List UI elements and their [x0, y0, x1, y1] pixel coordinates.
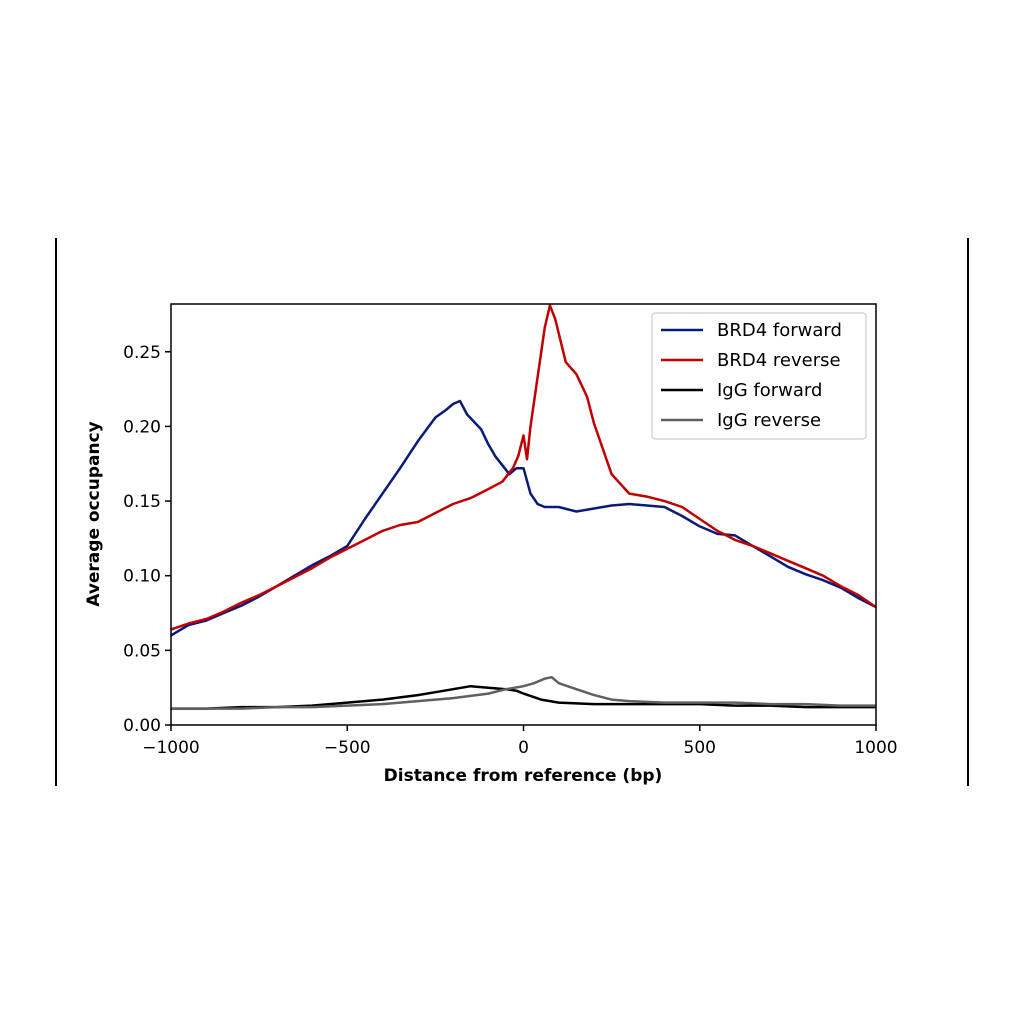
series-line-igg-reverse: [171, 675, 876, 710]
x-axis-title: Distance from reference (bp): [384, 766, 663, 786]
plot-frame: [170, 303, 877, 726]
series-layer: [171, 304, 876, 710]
legend-label-igg-forward: IgG forward: [717, 380, 822, 401]
y-tick-label: 0.15: [123, 492, 161, 512]
x-tick-label: −1000: [142, 738, 200, 758]
y-tick-label: 0.00: [123, 716, 161, 736]
y-tick-label: 0.20: [123, 417, 161, 437]
legend: BRD4 forward BRD4 reverse IgG forward Ig…: [651, 312, 867, 440]
x-tick-label: 500: [684, 738, 716, 758]
series-line-brd4-forward: [171, 399, 876, 637]
legend-label-igg-reverse: IgG reverse: [717, 410, 821, 431]
y-axis-title: Average occupancy: [84, 421, 104, 606]
legend-label-brd4-forward: BRD4 forward: [717, 320, 842, 341]
legend-label-brd4-reverse: BRD4 reverse: [717, 350, 841, 371]
series-line-brd4-reverse: [171, 304, 876, 631]
y-tick-label: 0.10: [123, 567, 161, 587]
x-tick-label: 1000: [854, 738, 897, 758]
y-tick-label: 0.25: [123, 343, 161, 363]
x-tick-label: 0: [518, 738, 529, 758]
x-tick-label: −500: [324, 738, 371, 758]
series-line-igg-forward: [171, 684, 876, 710]
legend-box: [651, 312, 867, 440]
y-tick-label: 0.05: [123, 641, 161, 661]
ticks-layer: −1000 −500 0 500 1000 0.00 0.05 0.10 0.15 0.20 0.2…: [123, 343, 897, 758]
